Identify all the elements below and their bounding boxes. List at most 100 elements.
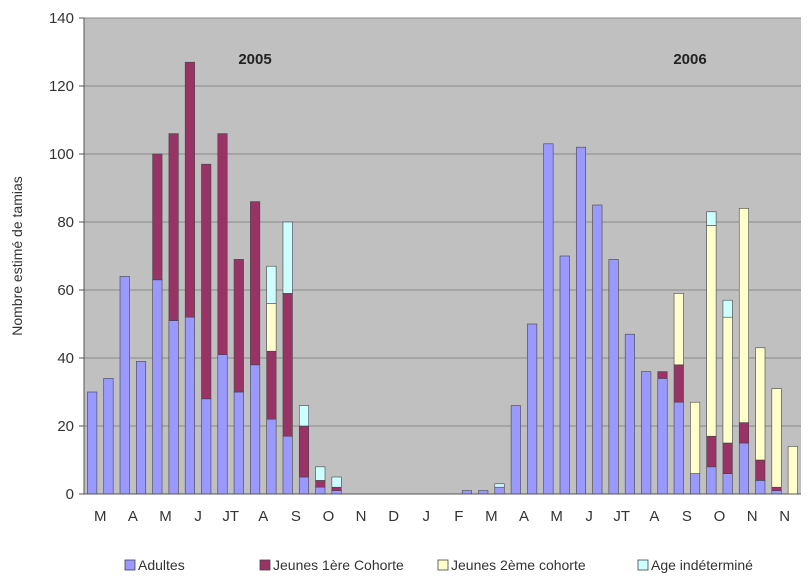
y-tick-label: 80 — [57, 214, 74, 231]
bar-segment — [787, 446, 798, 495]
x-tick-label: D — [388, 508, 399, 525]
y-tick-label: 20 — [57, 418, 74, 435]
bar-segment — [168, 133, 179, 321]
bar-segment — [527, 323, 538, 495]
legend-label: Age indéterminé — [651, 557, 753, 573]
bar-segment — [152, 153, 163, 281]
bar-segment — [217, 133, 228, 355]
x-tick-label: A — [128, 508, 138, 525]
bar-segment — [755, 347, 766, 461]
bar-segment — [673, 401, 684, 495]
bar-segment — [201, 398, 212, 495]
legend-label: Jeunes 2ème cohorte — [451, 557, 586, 573]
bar-segment — [168, 320, 179, 495]
bar-segment — [152, 279, 163, 495]
bar-segment — [771, 486, 782, 491]
x-tick-label: JT — [222, 508, 239, 525]
bar-segment — [755, 480, 766, 495]
x-tick-label: J — [422, 508, 430, 525]
bar-segment — [266, 418, 277, 495]
x-tick-label: S — [682, 508, 692, 525]
y-tick-label: 40 — [57, 350, 74, 367]
x-tick-label: N — [747, 508, 758, 525]
y-tick-label: 120 — [49, 78, 74, 95]
bar-segment — [233, 391, 244, 495]
bar-segment — [738, 208, 749, 423]
y-tick-label: 140 — [49, 10, 74, 27]
x-tick-label: M — [485, 508, 498, 525]
bar-segment — [722, 442, 733, 474]
legend-swatch — [437, 559, 449, 571]
x-tick-label: F — [454, 508, 463, 525]
bar-segment — [461, 490, 472, 495]
bar-segment — [282, 293, 293, 437]
bar-segment — [738, 442, 749, 495]
bar-segment — [331, 486, 342, 491]
bar-segment — [217, 354, 228, 495]
legend: Adultes Jeunes 1ère Cohorte Jeunes 2ème co… — [124, 557, 753, 573]
bar-segment — [673, 364, 684, 403]
x-tick-label: A — [649, 508, 659, 525]
bar-segment — [250, 364, 261, 495]
x-tick-label: N — [779, 508, 790, 525]
bar-segment — [201, 163, 212, 400]
x-tick-label: M — [159, 508, 172, 525]
bar-segment — [722, 299, 733, 318]
bar-segment — [657, 371, 668, 379]
x-tick-label: O — [714, 508, 726, 525]
bar-segment — [119, 276, 130, 495]
bar-segment — [315, 486, 326, 495]
bars — [87, 61, 798, 495]
x-tick-label: JT — [613, 508, 630, 525]
y-tick-label: 0 — [66, 486, 74, 503]
bar-segment — [494, 483, 505, 488]
bar-segment — [184, 61, 195, 318]
y-axis-label: Nombre estimé de tamias — [9, 176, 25, 336]
bar-segment — [543, 143, 554, 495]
y-tick-labels: 0 20 40 60 80 100 120 140 — [49, 10, 84, 503]
bar-segment — [690, 473, 701, 495]
legend-label: Adultes — [138, 557, 185, 573]
x-tick-labels: M A M J JT A S O N D J F M A M J JT A S O N N — [94, 508, 790, 525]
bar-segment — [624, 333, 635, 495]
bar-segment — [184, 316, 195, 495]
bar-segment — [331, 490, 342, 495]
x-tick-label: A — [258, 508, 268, 525]
x-tick-label: O — [323, 508, 335, 525]
legend-swatch — [259, 559, 271, 571]
bar-segment — [673, 293, 684, 366]
bar-segment — [771, 490, 782, 495]
bar-segment — [298, 425, 310, 478]
bar-segment — [722, 473, 733, 495]
bar-segment — [266, 265, 277, 304]
x-tick-label: S — [291, 508, 301, 525]
bar-segment — [510, 405, 521, 495]
legend-label: Jeunes 1ère Cohorte — [273, 557, 404, 573]
bar-segment — [706, 211, 717, 226]
bar-segment — [592, 204, 603, 495]
bar-segment — [266, 350, 277, 420]
bar-segment — [706, 466, 717, 495]
y-tick-label: 60 — [57, 282, 74, 299]
bar-segment — [298, 476, 310, 495]
bar-segment — [331, 476, 342, 488]
bar-segment — [250, 201, 261, 366]
bar-segment — [771, 388, 782, 488]
year-label-2005: 2005 — [238, 51, 271, 68]
y-tick-label: 100 — [49, 146, 74, 163]
bar-segment — [315, 480, 326, 488]
x-tick-label: M — [550, 508, 563, 525]
bar-segment — [738, 422, 749, 444]
bar-segment — [233, 259, 244, 393]
legend-swatch — [124, 559, 136, 571]
x-tick-label: J — [585, 508, 593, 525]
x-tick-label: J — [194, 508, 202, 525]
bar-segment — [103, 378, 114, 495]
bar-segment — [315, 466, 326, 481]
bar-segment — [559, 255, 570, 495]
bar-segment — [641, 371, 652, 495]
bar-segment — [136, 361, 147, 495]
bar-segment — [706, 435, 717, 468]
bar-segment — [494, 486, 505, 495]
